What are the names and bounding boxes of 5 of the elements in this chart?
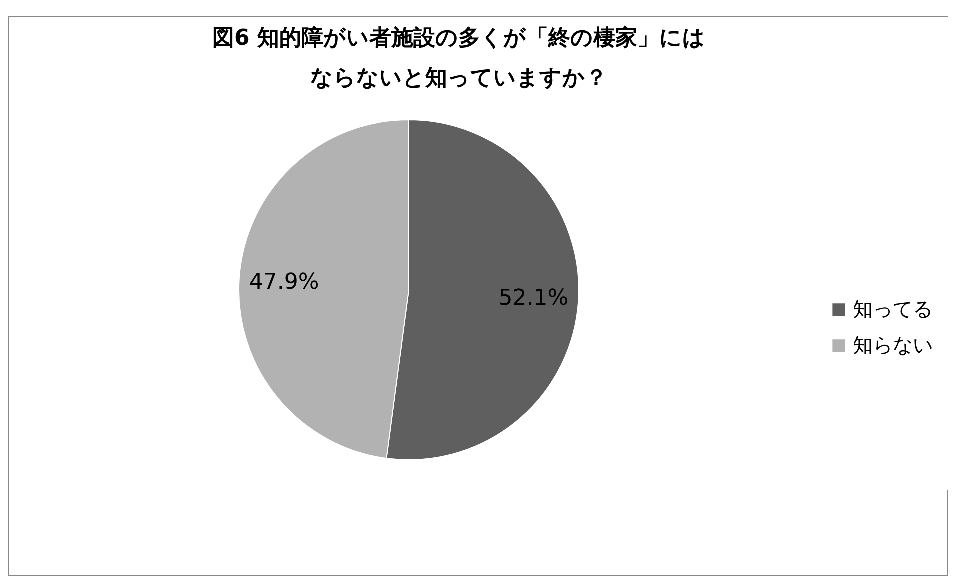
chart-title: 図6 知的障がい者施設の多くが「終の棲家」にはならないと知っていますか？ — [212, 25, 706, 91]
legend-label: 知らない — [853, 333, 933, 357]
legend-label: 知ってる — [853, 297, 933, 321]
data-label: 47.9% — [249, 270, 320, 295]
data-label: 52.1% — [498, 286, 569, 312]
